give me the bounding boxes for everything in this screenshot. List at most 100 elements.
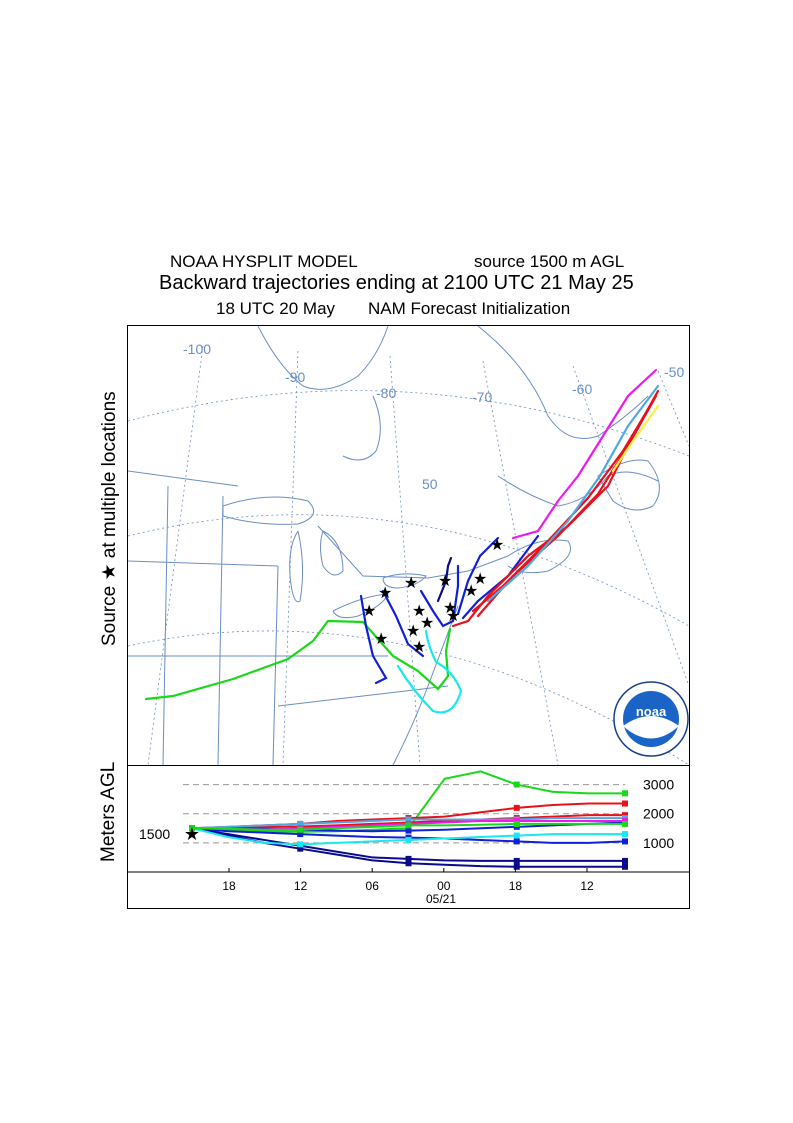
time-tick-label: 06 bbox=[366, 879, 380, 893]
altitude-point-marker bbox=[513, 838, 520, 845]
time-axis-ticks: 18 12 06 00 18 12 bbox=[222, 868, 594, 893]
altitude-point-marker bbox=[513, 863, 520, 870]
source-stars: ★ ★ ★ ★ ★ ★ ★ ★ ★ ★ ★ ★ ★ ★ bbox=[362, 535, 504, 656]
model-title: NOAA HYSPLIT MODEL bbox=[170, 252, 358, 271]
altitude-point-marker bbox=[622, 820, 628, 827]
map-svg: -100 -90 -80 -70 -60 -50 50 bbox=[128, 326, 689, 765]
init-time: 18 UTC 20 May bbox=[216, 299, 336, 318]
source-star: ★ bbox=[374, 629, 388, 648]
trajectory-cyan bbox=[396, 629, 463, 714]
source-star-marker: ★ bbox=[184, 824, 200, 845]
lon-label-60: -60 bbox=[572, 381, 592, 397]
main-title: Backward trajectories ending at 2100 UTC… bbox=[159, 272, 634, 294]
source-star: ★ bbox=[464, 581, 478, 600]
lon-label-80: -80 bbox=[376, 385, 396, 401]
meridian-60 bbox=[572, 365, 689, 687]
source-star: ★ bbox=[473, 569, 487, 588]
altitude-series bbox=[189, 770, 628, 870]
gulf-st-lawrence-coast bbox=[497, 471, 659, 507]
source-star: ★ bbox=[362, 601, 376, 620]
trajectory-green-long bbox=[144, 619, 452, 701]
time-tick-label: 18 bbox=[509, 879, 523, 893]
altitude-point-marker bbox=[405, 855, 412, 862]
height-tick-label: 3000 bbox=[643, 777, 674, 793]
trajectory-blue-e bbox=[461, 534, 540, 620]
newfoundland-coast bbox=[597, 459, 660, 511]
trajectory-blue-b bbox=[381, 589, 425, 658]
great-lakes-huron bbox=[320, 530, 344, 576]
init-model: NAM Forecast Initialization bbox=[368, 299, 571, 318]
labrador-coast bbox=[477, 326, 649, 439]
lat-label-50: 50 bbox=[422, 476, 438, 492]
altitude-point-marker bbox=[405, 860, 412, 867]
source-star: ★ bbox=[438, 571, 452, 590]
source-star: ★ bbox=[490, 535, 504, 554]
meridian-80 bbox=[389, 355, 421, 765]
source-star: ★ bbox=[443, 598, 457, 617]
source-star: ★ bbox=[412, 637, 426, 656]
altitude-point-marker bbox=[405, 836, 412, 843]
altitude-y-axis-label: Meters AGL bbox=[98, 761, 119, 862]
source-star: ★ bbox=[378, 583, 392, 602]
altitude-point-marker bbox=[513, 804, 520, 811]
trajectory-blue-a bbox=[359, 594, 388, 685]
altitude-point-marker bbox=[297, 820, 304, 827]
trajectory-map: -100 -90 -80 -70 -60 -50 50 bbox=[127, 325, 690, 766]
altitude-panel: 18 12 06 00 18 12 1000 2000 3000 05/21 ★ 1500 bbox=[127, 765, 690, 909]
source-star: ★ bbox=[404, 573, 418, 592]
height-tick-label: 1000 bbox=[643, 835, 674, 851]
altitude-point-marker bbox=[622, 838, 628, 845]
lon-label-90: -90 bbox=[285, 369, 305, 385]
great-lakes-superior bbox=[222, 496, 315, 525]
us-canada-border bbox=[128, 470, 509, 579]
noaa-logo-text: noaa bbox=[636, 704, 667, 719]
height-axis-ticks: 1000 2000 3000 bbox=[643, 777, 674, 851]
great-lakes-michigan bbox=[289, 530, 304, 603]
date-label: 05/21 bbox=[426, 892, 456, 906]
altitude-point-marker bbox=[297, 831, 304, 838]
trajectory-yellow bbox=[611, 404, 660, 473]
parallel-30 bbox=[128, 630, 689, 765]
source-star: ★ bbox=[420, 613, 434, 632]
nova-scotia-coast bbox=[507, 539, 571, 574]
trajectory-blue-d bbox=[456, 536, 500, 616]
time-tick-label: 12 bbox=[294, 879, 308, 893]
great-lakes-ontario bbox=[382, 573, 427, 589]
altitude-point-marker bbox=[622, 857, 628, 864]
parallel-50 bbox=[128, 390, 689, 457]
noaa-logo: noaa bbox=[613, 681, 689, 757]
lon-label-70: -70 bbox=[472, 389, 492, 405]
trajectory-magenta bbox=[511, 368, 658, 540]
altitude-point-marker bbox=[622, 863, 628, 870]
meridian-50 bbox=[657, 370, 689, 447]
parallel-40 bbox=[128, 514, 689, 627]
trajectory-navy bbox=[436, 556, 453, 603]
graticule bbox=[128, 345, 689, 765]
source-star: ★ bbox=[406, 621, 420, 640]
meridian-100 bbox=[147, 345, 204, 765]
source-star: ★ bbox=[412, 601, 426, 620]
altitude-point-marker bbox=[513, 820, 520, 827]
altitude-point-marker bbox=[405, 822, 412, 829]
trajectory-lines bbox=[144, 368, 660, 714]
meridian-90 bbox=[282, 350, 299, 765]
state-borders bbox=[128, 485, 449, 765]
altitude-point-marker bbox=[513, 781, 520, 788]
altitude-point-marker bbox=[297, 826, 304, 833]
lon-label-100: -100 bbox=[183, 341, 211, 357]
hudson-bay-coast bbox=[257, 326, 389, 390]
altitude-point-marker bbox=[405, 816, 412, 823]
altitude-chart-svg: 18 12 06 00 18 12 1000 2000 3000 05/21 ★ bbox=[128, 770, 689, 906]
altitude-point-marker bbox=[513, 857, 520, 864]
height-tick-label: 2000 bbox=[643, 806, 674, 822]
time-tick-label: 18 bbox=[222, 879, 236, 893]
altitude-point-marker bbox=[622, 800, 628, 807]
altitude-reference-lines bbox=[183, 784, 625, 844]
trajectory-blue-c bbox=[419, 564, 460, 628]
time-tick-label: 12 bbox=[580, 879, 594, 893]
map-y-axis-label: Source ★ at multiple locations bbox=[99, 391, 120, 646]
trajectory-skyblue bbox=[486, 384, 660, 603]
james-bay-coast bbox=[342, 395, 381, 461]
time-tick-label: 00 bbox=[437, 879, 451, 893]
source-height-title: source 1500 m AGL bbox=[474, 252, 625, 271]
